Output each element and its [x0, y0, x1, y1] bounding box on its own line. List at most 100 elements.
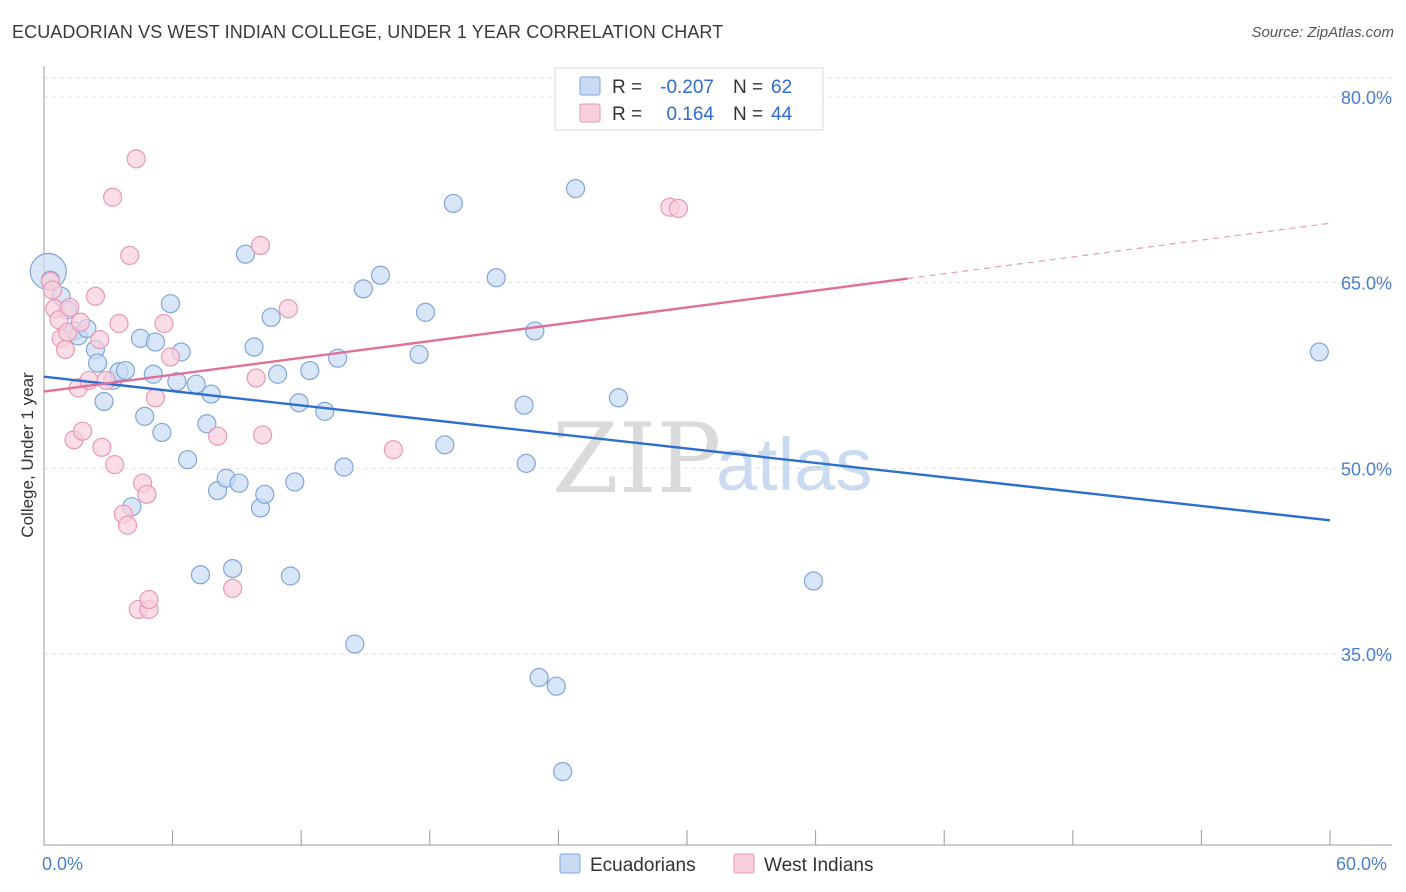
ecuadorian-point: [261, 307, 281, 327]
west-indian-point: [383, 440, 403, 460]
bottom-legend-swatch-west-indians: [733, 853, 755, 874]
legend-n-label-1: N =: [733, 77, 763, 98]
y-axis-title: College, Under 1 year: [18, 372, 37, 538]
ecuadorian-point: [152, 422, 172, 443]
west-indian-point: [96, 370, 116, 391]
legend-r-label-1: R =: [612, 77, 642, 98]
west-indian-point: [139, 589, 159, 610]
legend-r-value-1: -0.207: [660, 77, 714, 98]
y-tick-label: 50.0%: [1341, 459, 1392, 479]
ecuadorian-point: [565, 178, 586, 199]
ecuadorian-point: [516, 453, 536, 473]
legend-swatch-ecuadorians: [579, 76, 601, 96]
ecuadorian-point: [135, 406, 155, 426]
ecuadorian-point: [229, 473, 249, 493]
ecuadorian-point: [197, 414, 217, 434]
ecuadorian-point: [94, 391, 114, 412]
ecuadorian-point: [608, 388, 629, 408]
correlation-legend: R = -0.207 N = 62 R = 0.164 N = 44: [554, 67, 824, 131]
west-indian-point: [246, 368, 266, 388]
series-legend: Ecuadorians West Indians: [559, 853, 873, 876]
west-indian-point: [105, 455, 125, 475]
ecuadorian-point: [435, 435, 455, 455]
x-axis-tick-labels: 0.0% 60.0%: [42, 854, 1387, 874]
west-indian-point: [154, 313, 174, 334]
west-indian-point: [223, 578, 243, 598]
x-axis-ticks: [43, 830, 1331, 845]
west-indian-point: [160, 347, 181, 367]
west-indian-point: [126, 149, 146, 169]
ecuadorian-point: [223, 558, 243, 579]
ecuadorian-point: [334, 457, 354, 477]
ecuadorian-point: [190, 565, 211, 585]
west-indian-point: [208, 426, 228, 446]
watermark-atlas: atlas: [716, 423, 872, 506]
x-tick-label-max: 60.0%: [1336, 854, 1387, 874]
ecuadorian-point: [235, 244, 256, 264]
ecuadorian-point: [244, 337, 264, 357]
trend-line-extension-west-indians: [907, 222, 1331, 280]
west-indian-point: [60, 297, 80, 318]
ecuadorian-point: [514, 395, 534, 415]
west-indian-point: [72, 421, 93, 441]
watermark-zip: ZIP: [552, 403, 721, 515]
west-indian-point: [102, 187, 123, 207]
bottom-legend-label-ecuadorians: Ecuadorians: [590, 855, 696, 876]
west-indian-point: [57, 322, 78, 342]
ecuadorian-point: [178, 450, 198, 470]
watermark: ZIP atlas: [552, 403, 872, 515]
ecuadorian-point: [1309, 342, 1329, 362]
west-indian-point: [55, 339, 76, 360]
west-indian-point: [92, 437, 112, 457]
source-credit: Source: ZipAtlas.com: [1251, 24, 1394, 41]
west-indian-point: [668, 198, 689, 218]
west-indian-point: [42, 280, 63, 300]
west-indian-point: [253, 425, 273, 445]
ecuadorian-point: [280, 566, 301, 586]
ecuadorian-point: [546, 676, 566, 696]
ecuadorian-point: [160, 294, 181, 314]
x-tick-label-min: 0.0%: [42, 854, 83, 874]
west-indian-point: [278, 299, 298, 319]
trend-line-ecuadorians: [43, 375, 1331, 522]
legend-r-value-2: 0.164: [666, 104, 714, 125]
series-west-indians: [40, 149, 689, 620]
ecuadorian-point: [115, 360, 136, 381]
ecuadorian-point: [315, 401, 335, 421]
ecuadorian-point: [525, 321, 545, 341]
bottom-legend-label-west-indians: West Indians: [764, 855, 873, 876]
legend-n-value-1: 62: [771, 77, 792, 98]
chart-title: ECUADORIAN VS WEST INDIAN COLLEGE, UNDER…: [12, 22, 724, 42]
west-indian-point: [137, 484, 157, 504]
ecuadorian-point: [370, 265, 391, 285]
ecuadorian-point: [443, 193, 463, 214]
ecuadorian-point: [145, 332, 166, 352]
ecuadorian-point: [345, 634, 365, 654]
ecuadorian-point: [486, 268, 506, 288]
ecuadorian-point: [553, 761, 573, 782]
ecuadorian-point: [143, 364, 163, 384]
ecuadorian-point: [353, 279, 373, 299]
west-indian-point: [120, 245, 140, 266]
trend-line-west-indians: [43, 277, 908, 393]
west-indian-point: [250, 235, 271, 256]
y-tick-label: 80.0%: [1341, 88, 1392, 108]
west-indian-point: [145, 388, 166, 408]
legend-swatch-west-indians: [579, 103, 601, 123]
bottom-legend-swatch-ecuadorians: [559, 853, 581, 874]
west-indian-point: [85, 286, 106, 306]
legend-n-value-2: 44: [771, 104, 793, 125]
y-axis-tick-labels: 35.0% 50.0% 65.0% 80.0%: [1341, 88, 1392, 665]
legend-r-label-2: R =: [612, 104, 642, 125]
ecuadorian-point: [289, 393, 309, 413]
trend-lines: [43, 222, 1331, 522]
ecuadorian-point: [803, 571, 824, 591]
west-indian-point: [109, 313, 129, 334]
ecuadorian-point: [529, 667, 549, 688]
ecuadorian-point: [409, 344, 429, 365]
ecuadorian-point: [268, 364, 288, 384]
ecuadorian-point: [255, 484, 275, 504]
ecuadorian-point: [285, 472, 305, 492]
y-tick-label: 65.0%: [1341, 274, 1392, 294]
west-indian-point: [70, 312, 91, 332]
